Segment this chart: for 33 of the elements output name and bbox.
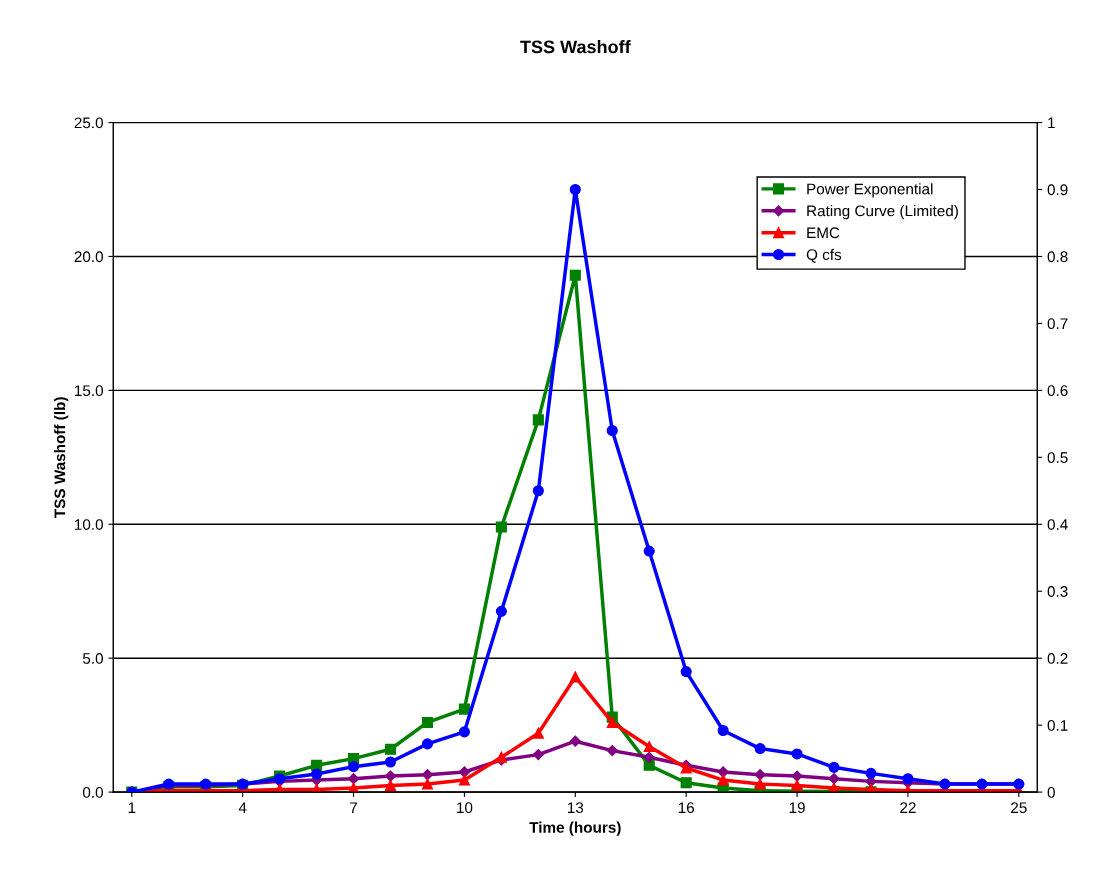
y-tick-label: 0.0 [82,786,103,798]
y-tick-label: 15.0 [75,385,103,397]
y-tick-label: 10.0 [75,519,103,530]
y2-tick-label: 1 [1048,117,1055,129]
legend-label: Power Exponential [807,183,933,198]
y-tick-label: 25.0 [74,117,103,129]
x-axis-title: Time (hours) [529,821,621,836]
x-tick-label: 1 [128,802,136,813]
chart-title: TSS Washoff [520,40,631,54]
y2-tick-label: 0.1 [1047,720,1068,731]
x-tick-label: 13 [567,802,584,814]
y2-tick-label: 0.5 [1047,452,1068,464]
y2-tick-label: 0.9 [1047,184,1068,196]
y-tick-label: 20.0 [74,251,103,263]
legend-label: EMC [807,227,840,239]
x-tick-label: 19 [789,802,805,814]
y2-tick-label: 0 [1047,786,1055,798]
x-tick-label: 4 [238,802,247,813]
y-axis-title: TSS Washoff (lb) [54,397,69,518]
y2-tick-label: 0.8 [1047,251,1068,263]
x-tick-label: 7 [350,802,358,813]
y2-tick-label: 0.4 [1047,519,1068,530]
legend-label: Q cfs [806,248,842,263]
legend-label: Rating Curve (Limited) [807,205,958,220]
y2-tick-label: 0.3 [1047,586,1068,597]
x-tick-label: 16 [678,802,695,814]
x-tick-label: 10 [457,802,473,814]
y2-tick-label: 0.6 [1047,385,1068,397]
y-tick-label: 5.0 [82,653,103,664]
y2-tick-label: 0.7 [1047,318,1068,330]
y2-tick-label: 0.2 [1047,653,1068,664]
x-tick-label: 25 [1011,802,1027,814]
x-tick-label: 22 [900,802,916,813]
